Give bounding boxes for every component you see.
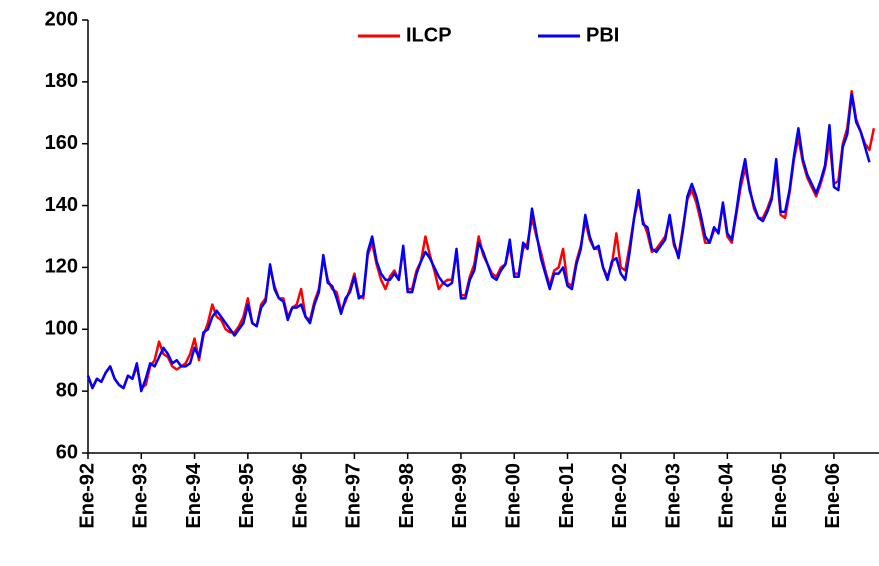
y-tick-label: 100 <box>45 318 78 340</box>
y-tick-label: 60 <box>56 441 78 463</box>
x-tick-label: Ene-99 <box>449 463 471 529</box>
x-tick-label: Ene-06 <box>822 463 844 529</box>
legend-label: ILCP <box>406 24 452 46</box>
y-tick-label: 180 <box>45 70 78 92</box>
x-tick-label: Ene-93 <box>130 463 152 529</box>
x-tick-label: Ene-95 <box>236 463 258 529</box>
x-tick-label: Ene-04 <box>716 462 738 528</box>
x-tick-label: Ene-05 <box>769 463 791 529</box>
x-tick-label: Ene-92 <box>76 463 98 529</box>
series-line <box>86 92 871 393</box>
x-tick-label: Ene-00 <box>503 463 525 529</box>
y-tick-label: 200 <box>45 8 78 30</box>
x-tick-label: Ene-94 <box>183 462 205 528</box>
y-tick-label: 160 <box>45 132 78 154</box>
y-tick-label: 120 <box>45 256 78 278</box>
x-tick-label: Ene-97 <box>343 463 365 529</box>
x-tick-label: Ene-98 <box>396 463 418 529</box>
x-tick-label: Ene-96 <box>289 463 311 529</box>
y-tick-label: 80 <box>56 379 78 401</box>
x-tick-label: Ene-01 <box>556 463 578 529</box>
x-tick-label: Ene-03 <box>662 463 684 529</box>
x-tick-label: Ene-02 <box>609 463 631 529</box>
series-line <box>86 89 876 390</box>
legend-label: PBI <box>586 24 619 46</box>
y-tick-label: 140 <box>45 194 78 216</box>
